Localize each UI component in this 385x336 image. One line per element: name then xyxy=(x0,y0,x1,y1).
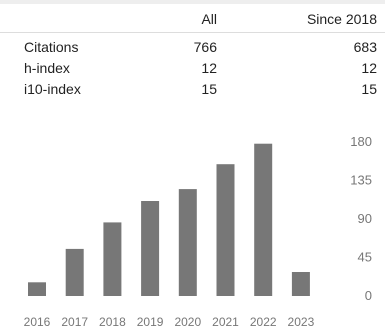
h-index-since-value: 12 xyxy=(361,60,377,76)
x-tick-label-2021: 2021 xyxy=(212,315,239,329)
y-tick-label-135: 135 xyxy=(350,173,372,188)
x-tick-label-2018: 2018 xyxy=(99,315,126,329)
i10-index-since-value: 15 xyxy=(361,81,377,97)
x-tick-label-2023: 2023 xyxy=(288,315,315,329)
y-tick-label-45: 45 xyxy=(358,250,372,265)
bar-2022[interactable] xyxy=(254,143,273,296)
y-tick-label-90: 90 xyxy=(358,211,372,226)
y-tick-label-0: 0 xyxy=(365,288,372,303)
x-tick-label-2020: 2020 xyxy=(174,315,201,329)
citations-per-year-chart: 2016 2017 2018 2019 2020 2021 2022 2023 0 45 90 135… xyxy=(24,134,372,329)
top-divider xyxy=(0,0,385,4)
x-tick-label-2019: 2019 xyxy=(137,315,164,329)
bar-2021[interactable] xyxy=(216,164,235,296)
bar-2019[interactable] xyxy=(141,201,160,296)
citations-table: All Since 2018 Citations 766 683 h-index… xyxy=(0,0,385,108)
header-since-2018: Since 2018 xyxy=(306,11,377,27)
row-label-citations: Citations xyxy=(24,39,79,55)
h-index-all-value: 12 xyxy=(201,60,217,76)
header-divider xyxy=(0,32,385,33)
i10-index-all-value: 15 xyxy=(201,81,217,97)
header-all: All xyxy=(201,11,217,27)
bar-2023[interactable] xyxy=(291,272,310,296)
bar-2020[interactable] xyxy=(178,189,197,296)
row-label-h-index: h-index xyxy=(24,60,70,76)
x-tick-label-2017: 2017 xyxy=(61,315,88,329)
citations-all-value: 766 xyxy=(193,39,217,55)
x-tick-label-2016: 2016 xyxy=(24,315,51,329)
citations-since-value: 683 xyxy=(353,39,377,55)
x-tick-label-2022: 2022 xyxy=(250,315,277,329)
bar-2017[interactable] xyxy=(65,248,84,296)
y-tick-label-180: 180 xyxy=(350,134,372,149)
bar-2016[interactable] xyxy=(28,282,46,296)
row-label-i10-index: i10-index xyxy=(24,81,81,97)
bar-2018[interactable] xyxy=(103,222,122,296)
